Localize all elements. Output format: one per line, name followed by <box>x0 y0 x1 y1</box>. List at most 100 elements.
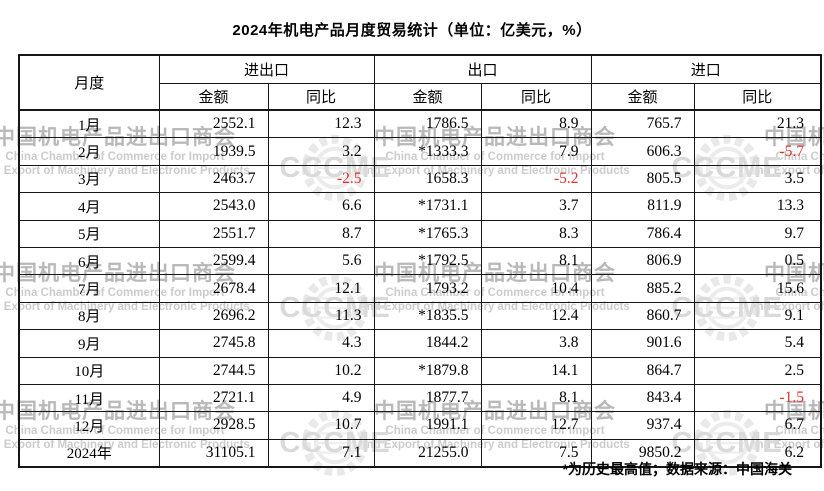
value-cell: 7.1 <box>267 438 375 468</box>
table-row: 6月 2599.4 5.6 *1792.5 8.1 806.9 0.5 <box>18 246 822 276</box>
value-cell: -5.7 <box>693 137 822 166</box>
table-row: 11月 2721.1 4.9 1877.7 8.1 843.4 -1.5 <box>18 383 822 413</box>
month-cell: 8月 <box>18 301 160 331</box>
month-cell: 9月 <box>18 329 160 358</box>
value-cell: 3.7 <box>480 192 592 221</box>
value-cell: 811.9 <box>590 192 695 221</box>
table-row: 5月 2551.7 8.7 *1765.3 8.3 786.4 9.7 <box>18 219 822 248</box>
month-cell: 2月 <box>18 137 160 166</box>
page-title: 2024年机电产品月度贸易统计（单位：亿美元，%） <box>232 22 592 39</box>
value-cell: 8.7 <box>267 219 375 248</box>
value-cell: 12.7 <box>480 411 592 440</box>
header-group-import-export: 进出口 <box>158 54 375 84</box>
value-cell: 8.1 <box>480 383 592 413</box>
month-cell: 5月 <box>18 219 160 248</box>
value-cell: 2543.0 <box>158 192 269 221</box>
value-cell: 1786.5 <box>373 109 482 139</box>
subheader-amount: 金额 <box>373 83 482 111</box>
value-cell: 0.5 <box>693 246 822 276</box>
value-cell: 1991.1 <box>373 411 482 440</box>
value-cell: 2463.7 <box>158 164 269 194</box>
value-cell: 13.3 <box>693 192 822 221</box>
header-month: 月度 <box>18 54 160 111</box>
value-cell: 6.6 <box>267 192 375 221</box>
value-cell: -1.5 <box>693 383 822 413</box>
header-row-groups: 月度 进出口 出口 进口 <box>18 54 822 111</box>
value-cell: 2678.4 <box>158 274 269 303</box>
value-cell: 805.5 <box>590 164 695 194</box>
value-cell: 4.9 <box>267 383 375 413</box>
table-row: 2月 1939.5 3.2 *1333.3 7.9 606.3 -5.7 <box>18 137 822 166</box>
subheader-amount: 金额 <box>590 83 695 111</box>
value-cell: 1939.5 <box>158 137 269 166</box>
value-cell: 3.8 <box>480 329 592 358</box>
value-cell: 937.4 <box>590 411 695 440</box>
value-cell: -5.2 <box>480 164 592 194</box>
table-row: 8月 2696.2 11.3 *1835.5 12.4 860.7 9.1 <box>18 301 822 331</box>
value-cell: 21.3 <box>693 109 822 139</box>
table-row: 7月 2678.4 12.1 1793.2 10.4 885.2 15.6 <box>18 274 822 303</box>
subheader-yoy: 同比 <box>267 83 375 111</box>
value-cell: 10.2 <box>267 356 375 385</box>
value-cell: 15.6 <box>693 274 822 303</box>
month-cell: 12月 <box>18 411 160 440</box>
value-cell: 2696.2 <box>158 301 269 331</box>
value-cell: 3.2 <box>267 137 375 166</box>
value-cell: *1792.5 <box>373 246 482 276</box>
value-cell: 11.3 <box>267 301 375 331</box>
table-row: 4月 2543.0 6.6 *1731.1 3.7 811.9 13.3 <box>18 192 822 221</box>
value-cell: 9.1 <box>693 301 822 331</box>
value-cell: 864.7 <box>590 356 695 385</box>
table-row: 12月 2928.5 10.7 1991.1 12.7 937.4 6.7 <box>18 411 822 440</box>
value-cell: 12.3 <box>267 109 375 139</box>
month-cell: 6月 <box>18 246 160 276</box>
value-cell: *1835.5 <box>373 301 482 331</box>
value-cell: 2721.1 <box>158 383 269 413</box>
value-cell: 7.5 <box>480 438 592 468</box>
value-cell: 860.7 <box>590 301 695 331</box>
value-cell: 806.9 <box>590 246 695 276</box>
value-cell: 2551.7 <box>158 219 269 248</box>
value-cell: *1731.1 <box>373 192 482 221</box>
subheader-amount: 金额 <box>158 83 269 111</box>
value-cell: 1877.7 <box>373 383 482 413</box>
month-cell: 3月 <box>18 164 160 194</box>
month-cell: 10月 <box>18 356 160 385</box>
value-cell: 2552.1 <box>158 109 269 139</box>
value-cell: 10.4 <box>480 274 592 303</box>
value-cell: 885.2 <box>590 274 695 303</box>
month-cell: 2024年 <box>18 438 160 468</box>
table-row: 9月 2745.8 4.3 1844.2 3.8 901.6 5.4 <box>18 329 822 358</box>
value-cell: 5.4 <box>693 329 822 358</box>
value-cell: 12.4 <box>480 301 592 331</box>
value-cell: 901.6 <box>590 329 695 358</box>
value-cell: 606.3 <box>590 137 695 166</box>
value-cell: 2744.5 <box>158 356 269 385</box>
value-cell: 2.5 <box>693 356 822 385</box>
value-cell: 14.1 <box>480 356 592 385</box>
value-cell: *1879.8 <box>373 356 482 385</box>
value-cell: 8.9 <box>480 109 592 139</box>
value-cell: 10.7 <box>267 411 375 440</box>
trade-stats-table: 月度 进出口 出口 进口 金额 同比 金额 同比 金额 同比 1月 2552.1 1… <box>18 54 823 469</box>
month-cell: 4月 <box>18 192 160 221</box>
header-group-export: 出口 <box>373 54 592 84</box>
value-cell: 2928.5 <box>158 411 269 440</box>
value-cell: 12.1 <box>267 274 375 303</box>
value-cell: *1333.3 <box>373 137 482 166</box>
value-cell: 21255.0 <box>373 438 482 468</box>
value-cell: 7.9 <box>480 137 592 166</box>
header-row-sub: 金额 同比 金额 同比 金额 同比 <box>19 83 822 111</box>
table-body: 1月 2552.1 12.3 1786.5 8.9 765.7 21.3 2月 1939.5 3.… <box>18 109 822 468</box>
value-cell: *1765.3 <box>373 219 482 248</box>
table-row: 10月 2744.5 10.2 *1879.8 14.1 864.7 2.5 <box>18 356 822 385</box>
table-row: 1月 2552.1 12.3 1786.5 8.9 765.7 21.3 <box>18 109 822 139</box>
month-cell: 1月 <box>18 109 160 139</box>
header-group-import: 进口 <box>590 54 822 84</box>
value-cell: 3.5 <box>693 164 822 194</box>
value-cell: 31105.1 <box>158 438 269 468</box>
value-cell: 843.4 <box>590 383 695 413</box>
value-cell: 4.3 <box>267 329 375 358</box>
value-cell: -2.5 <box>267 164 375 194</box>
value-cell: 8.3 <box>480 219 592 248</box>
